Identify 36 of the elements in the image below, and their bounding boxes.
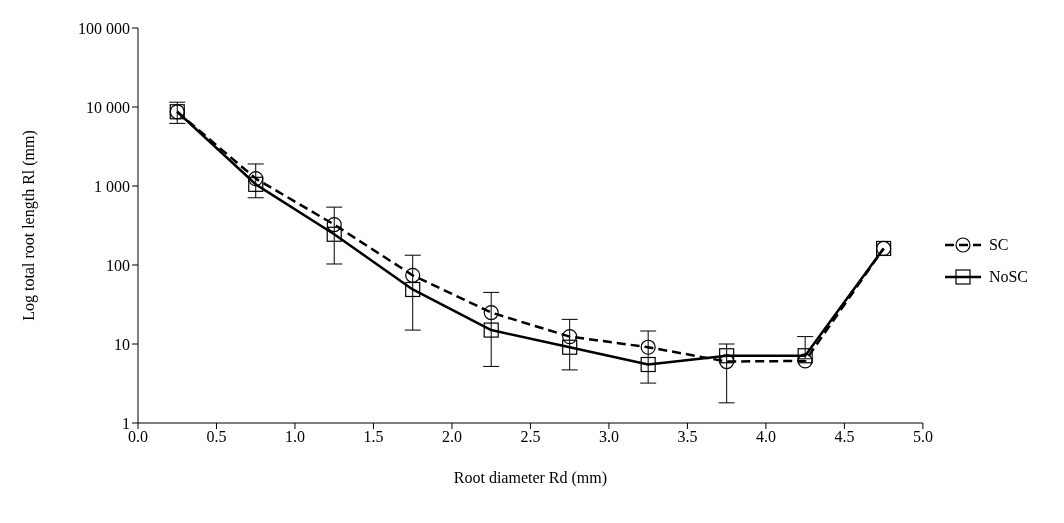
x-tick-label: 5.0 [912,428,933,446]
point [248,176,264,192]
y-axis-title: Log total root length Rl (mm) [19,130,38,321]
point [640,339,656,355]
point [562,339,578,355]
point [797,348,813,364]
x-tick-label: 4.5 [834,428,855,446]
point [326,216,342,233]
x-tick-label: 2.0 [441,428,462,446]
x-axis-title: Root diameter Rd (mm) [453,469,608,487]
y-tick-label: 10 000 [86,98,130,116]
x-tick-label: 3.0 [598,428,619,446]
legend-label: SC [988,235,1009,254]
x-tick-label: 1.5 [363,428,384,446]
point [640,356,656,373]
y-tick-label: 10 [114,335,130,353]
point [405,281,421,298]
point [405,267,421,283]
x-tick-label: 3.5 [677,428,698,446]
point [562,329,578,345]
point [797,353,813,369]
legend-label: NoSC [988,267,1028,286]
point [326,226,342,242]
point [483,322,499,338]
y-tick-label: 100 [106,256,130,274]
y-tick-label: 100 000 [78,19,130,37]
point [719,348,735,364]
x-tick-label: 0.5 [206,428,227,446]
point [248,171,264,187]
y-tick-label: 1 [122,414,130,432]
y-tick-label: 1 000 [94,177,130,195]
point [483,304,499,321]
x-tick-label: 2.5 [520,428,541,446]
x-tick-label: 4.0 [755,428,776,446]
x-tick-label: 1.0 [284,428,305,446]
x-tick-label: 0.0 [128,428,148,446]
